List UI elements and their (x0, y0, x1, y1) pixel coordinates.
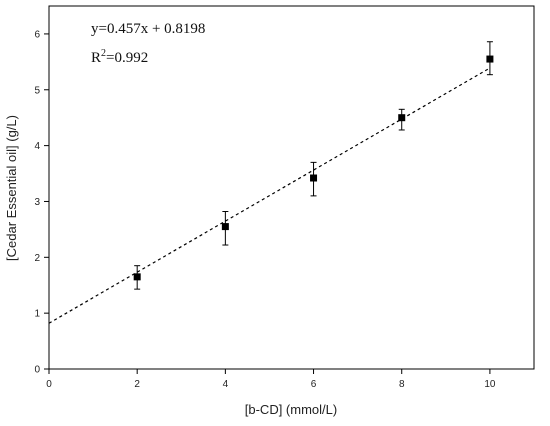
data-point (398, 108, 406, 131)
r-squared-base: R (91, 50, 101, 66)
y-tick-label: 0 (34, 365, 40, 376)
point-marker (133, 273, 141, 281)
plot-frame (48, 5, 535, 370)
point-marker (486, 55, 494, 63)
y-tick-label: 4 (34, 141, 40, 152)
y-tick-label: 5 (34, 85, 40, 96)
equation-label: y=0.457x + 0.8198 (91, 21, 205, 37)
y-tick-label: 1 (34, 309, 40, 320)
point-marker (221, 223, 229, 231)
data-points-group (133, 41, 494, 290)
axes: 0 2 4 6 8 10 0 1 2 3 4 5 6 (34, 29, 495, 390)
trendline (48, 67, 491, 324)
x-tick-label: 6 (311, 379, 317, 390)
r-squared-value: =0.992 (106, 50, 148, 66)
r-squared-label: R2=0.992 (91, 48, 148, 66)
trendline-group (48, 67, 491, 324)
r-squared-exponent: 2 (101, 48, 106, 59)
x-tick-label: 0 (46, 379, 52, 390)
data-point (310, 161, 318, 197)
x-tick-label: 4 (223, 379, 229, 390)
y-tick-label: 3 (34, 197, 40, 208)
y-tick-label: 2 (34, 253, 40, 264)
x-tick-label: 2 (134, 379, 140, 390)
data-point (133, 265, 141, 290)
y-tick-label: 6 (34, 29, 40, 40)
y-axis-title: [Cedar Essential oil] (g/L) (4, 115, 19, 261)
x-tick-label: 8 (399, 379, 405, 390)
point-marker (398, 114, 406, 122)
data-point (486, 41, 494, 76)
point-marker (310, 174, 318, 182)
x-axis-title: [b-CD] (mmol/L) (245, 402, 337, 417)
x-tick-label: 10 (484, 379, 496, 390)
data-point (221, 211, 229, 246)
